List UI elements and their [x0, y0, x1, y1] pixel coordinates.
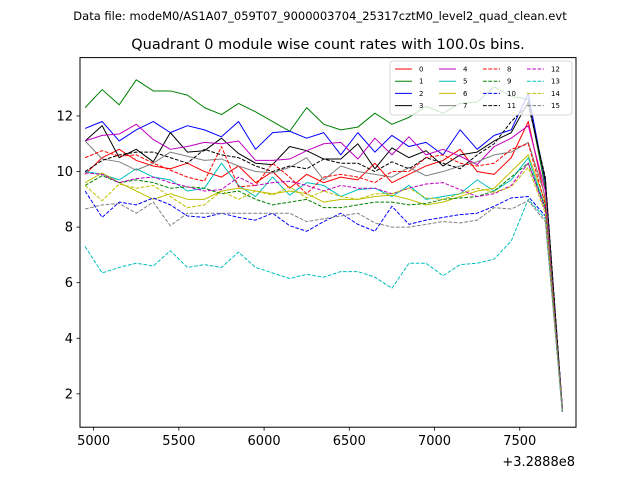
series-line-11 — [84, 104, 563, 410]
series-layer — [84, 79, 563, 412]
legend-frame — [389, 60, 573, 116]
series-line-14 — [84, 166, 563, 411]
figure-suptitle: Data file: modeM0/AS1A07_059T07_90000037… — [73, 9, 567, 23]
y-tick-label: 8 — [65, 221, 73, 236]
series-line-9 — [84, 162, 563, 411]
series-line-0 — [84, 121, 563, 412]
x-axis-ticks: 5000 5500 6000 6500 7000 7500 — [77, 427, 536, 449]
y-tick-label: 6 — [65, 276, 73, 291]
legend-label-15: 15 — [551, 102, 560, 110]
legend-label-3: 3 — [419, 102, 423, 110]
x-tick-label: 6500 — [333, 434, 366, 449]
legend-label-12: 12 — [551, 66, 560, 74]
series-line-4 — [84, 123, 563, 410]
y-tick-label: 10 — [56, 165, 73, 180]
x-tick-label: 5000 — [77, 434, 110, 449]
x-tick-label: 7000 — [418, 434, 451, 449]
series-line-12 — [85, 162, 563, 411]
series-line-7 — [84, 140, 563, 410]
x-tick-label: 6000 — [248, 434, 281, 449]
legend-label-10: 10 — [507, 90, 516, 98]
legend-label-2: 2 — [419, 90, 423, 98]
legend-label-8: 8 — [507, 66, 511, 74]
series-line-8 — [84, 143, 563, 411]
y-axis-ticks: 2 4 6 8 10 12 — [56, 109, 80, 402]
x-tick-label: 5500 — [162, 434, 195, 449]
x-tick-label: 7500 — [503, 434, 536, 449]
plot-area — [80, 57, 576, 428]
y-tick-label: 4 — [65, 332, 73, 347]
x-axis-offset-label: +3.2888e8 — [502, 455, 575, 470]
chart-title: Quadrant 0 module wise count rates with … — [131, 37, 525, 53]
legend-label-11: 11 — [507, 102, 516, 110]
series-line-10 — [84, 190, 563, 412]
axes-frame — [79, 57, 577, 428]
y-tick-label: 12 — [56, 109, 73, 124]
series-line-13 — [84, 198, 563, 412]
legend-label-5: 5 — [463, 78, 467, 86]
series-line-2 — [84, 93, 563, 408]
legend-label-7: 7 — [463, 102, 467, 110]
legend-label-1: 1 — [419, 78, 423, 86]
legend-label-13: 13 — [551, 78, 560, 86]
legend-label-6: 6 — [463, 90, 468, 98]
legend-label-0: 0 — [419, 66, 423, 74]
legend-label-4: 4 — [463, 66, 468, 74]
y-tick-label: 2 — [65, 387, 73, 402]
legend-label-14: 14 — [551, 90, 560, 98]
legend-label-9: 9 — [507, 78, 511, 86]
series-line-5 — [85, 157, 563, 412]
